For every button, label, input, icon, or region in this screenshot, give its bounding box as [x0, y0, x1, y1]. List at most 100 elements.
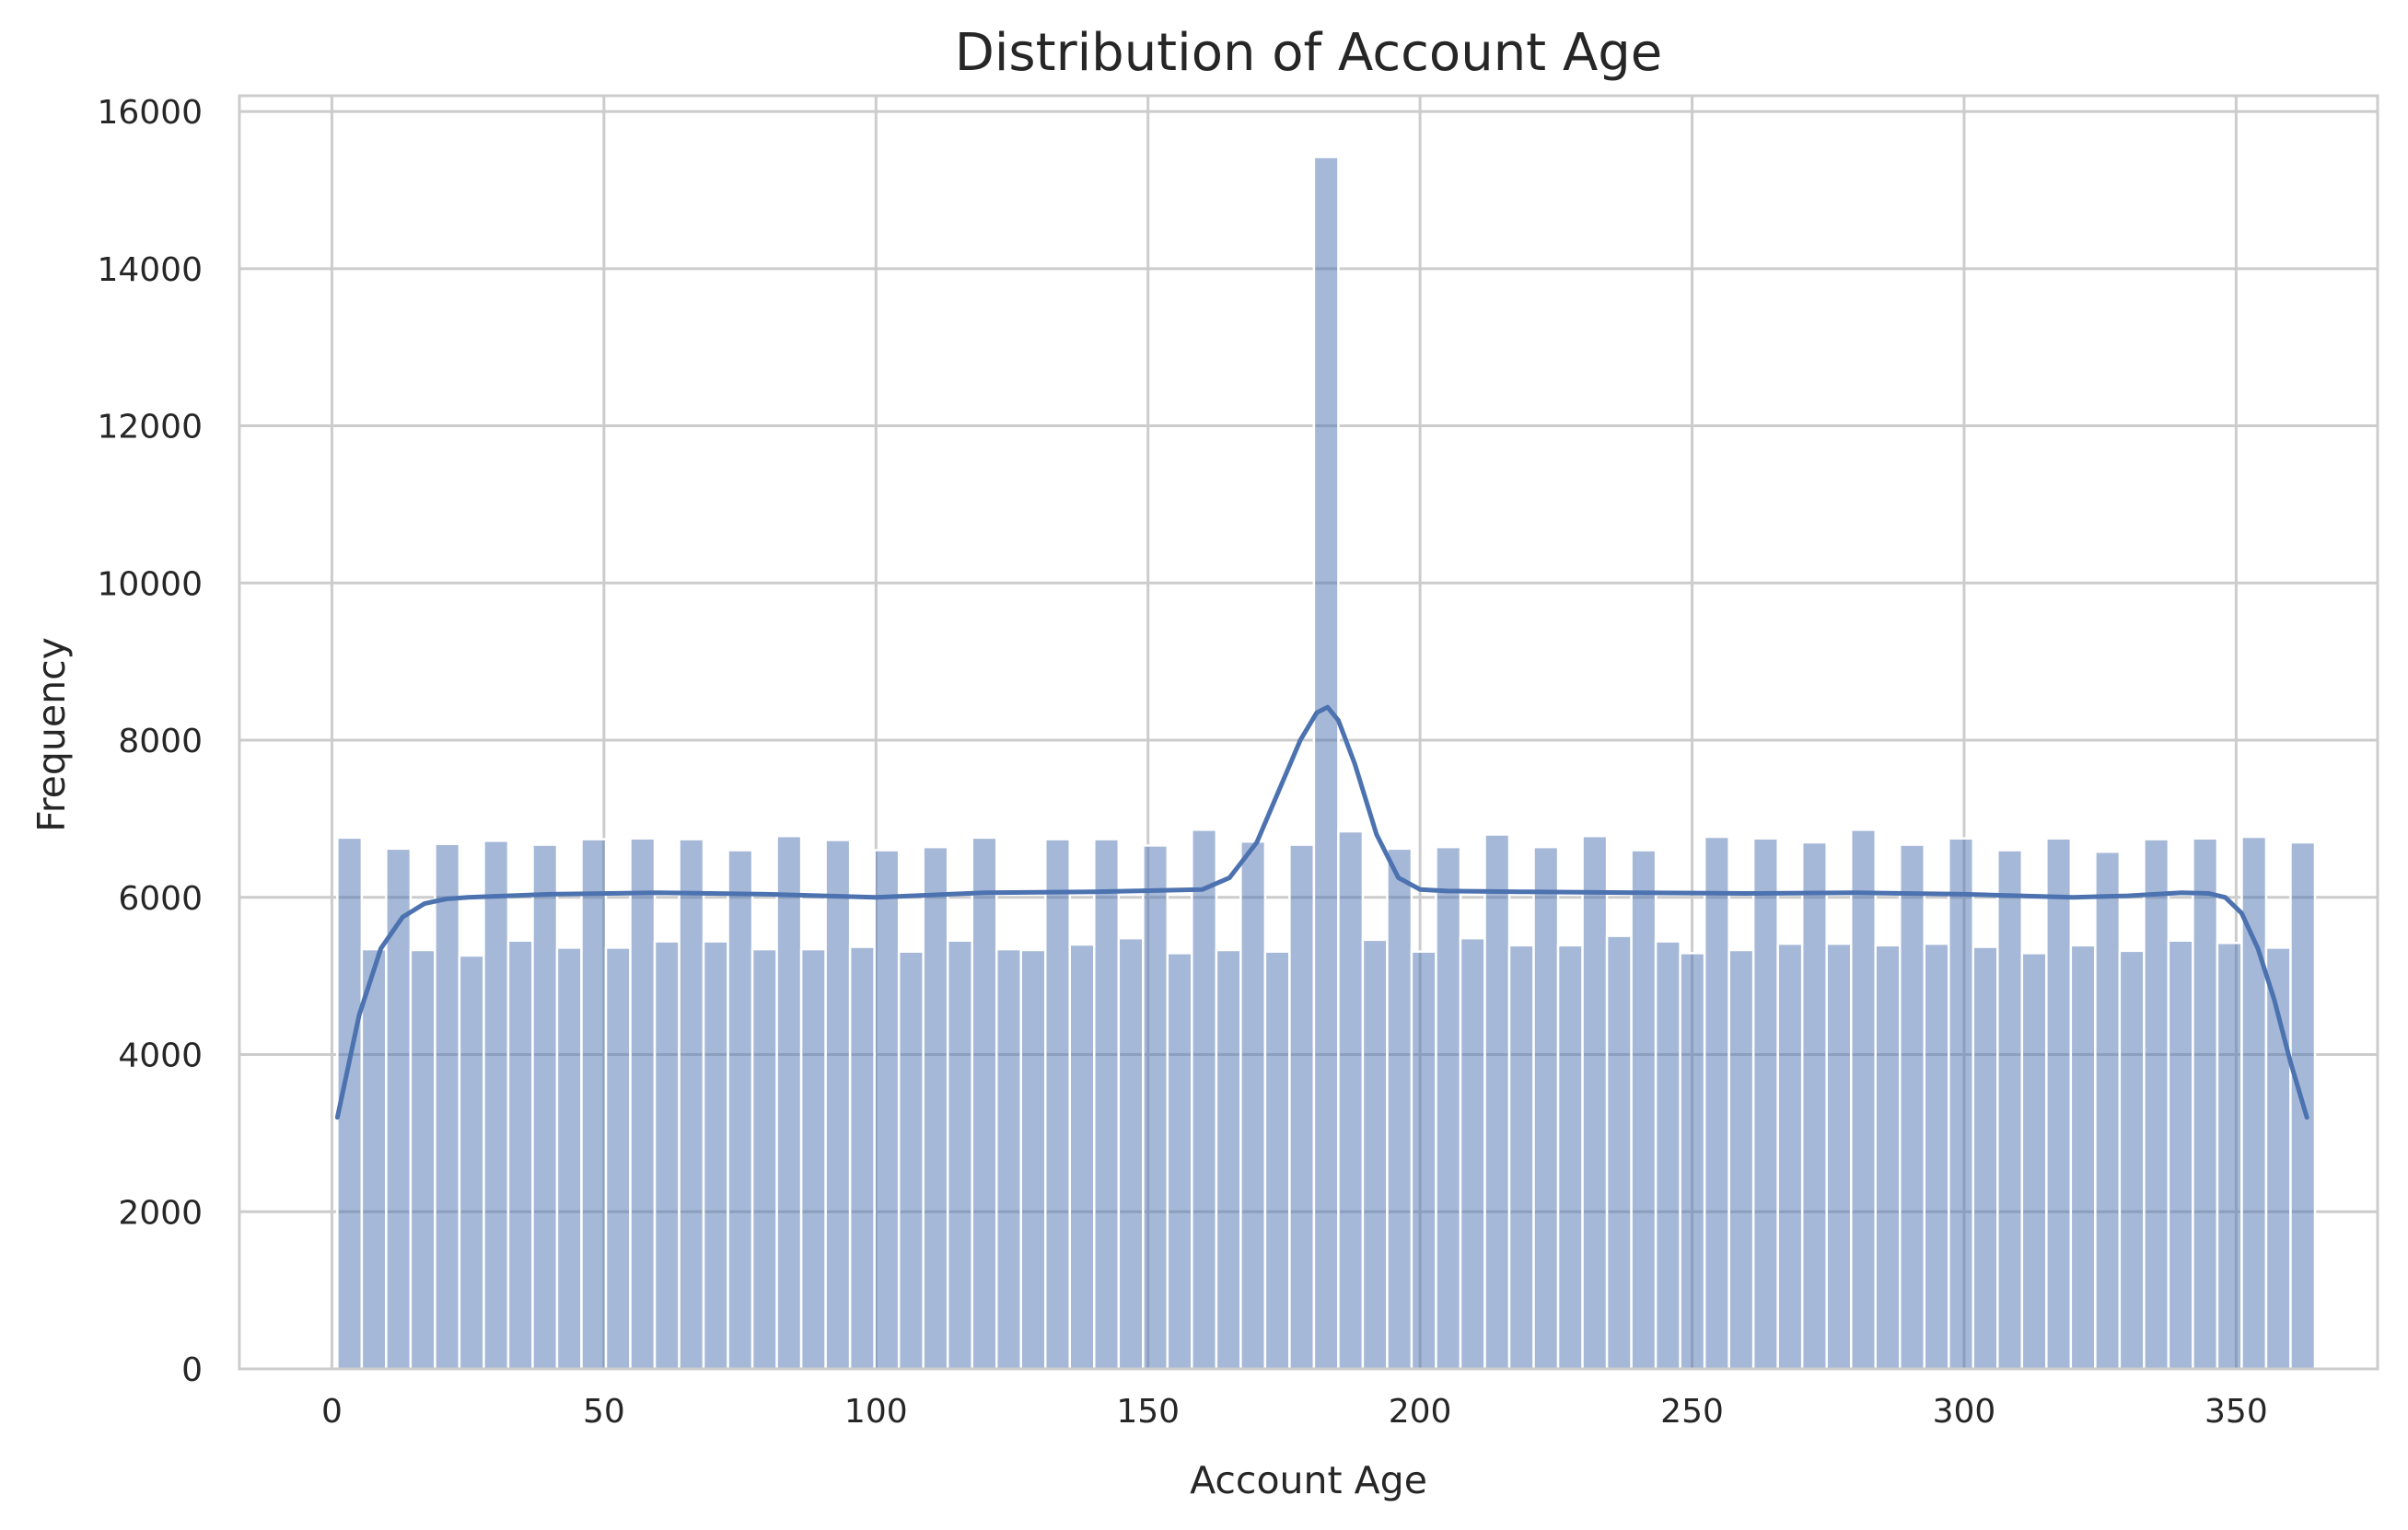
- histogram-bar: [2192, 837, 2219, 1371]
- histogram-bar: [1800, 840, 1828, 1371]
- histogram-bar: [2167, 939, 2194, 1371]
- y-axis-label: Frequency: [29, 637, 74, 832]
- histogram-bar: [1996, 849, 2024, 1371]
- histogram-bar: [555, 946, 583, 1371]
- histogram-bar: [2020, 952, 2048, 1371]
- histogram-bar: [1972, 945, 1999, 1371]
- histogram-bar: [775, 834, 803, 1371]
- histogram-bar: [1361, 938, 1389, 1371]
- histogram-bar: [409, 948, 436, 1371]
- x-tick-labels: 0 50 100 150 200 250 300 350: [321, 1393, 2268, 1431]
- histogram-bar: [580, 838, 608, 1371]
- histogram-bar: [629, 837, 657, 1371]
- histogram-bar: [1435, 845, 1462, 1371]
- histogram-bar: [1507, 944, 1535, 1371]
- histogram-bar: [1679, 952, 1706, 1371]
- histogram-bar: [702, 940, 729, 1371]
- histogram-bar: [1483, 833, 1511, 1371]
- chart-title: Distribution of Account Age: [955, 23, 1663, 83]
- histogram-bar: [506, 939, 534, 1371]
- x-tick-label: 350: [2204, 1393, 2268, 1431]
- histogram-bar: [1825, 942, 1853, 1371]
- x-tick-label: 300: [1933, 1393, 1996, 1431]
- y-tick-label: 4000: [118, 1037, 203, 1075]
- histogram-bar: [1142, 844, 1169, 1371]
- histogram-bar: [897, 950, 925, 1371]
- histogram-bar: [1191, 829, 1218, 1371]
- histogram-bar: [1044, 838, 1072, 1371]
- histogram-bar: [824, 839, 852, 1371]
- histogram-bar: [1923, 942, 1950, 1371]
- histogram-bar: [483, 840, 510, 1371]
- histogram-bar: [1556, 944, 1584, 1371]
- histogram-bar: [1215, 948, 1242, 1371]
- histogram-bar: [2118, 949, 2146, 1371]
- histogram-bar: [1776, 942, 1804, 1371]
- y-tick-label: 16000: [97, 94, 203, 132]
- histogram-bar: [1605, 934, 1633, 1371]
- histogram-bar: [873, 849, 901, 1371]
- histogram-bar: [1410, 950, 1437, 1371]
- histogram-bar: [458, 954, 485, 1371]
- histogram-bar: [1459, 936, 1486, 1371]
- histogram-bar: [531, 843, 559, 1371]
- histogram-bar: [678, 838, 705, 1371]
- histogram-bar: [2143, 838, 2170, 1371]
- histogram-bar: [360, 947, 388, 1371]
- histogram-bar: [946, 939, 973, 1371]
- histogram-bar: [971, 836, 998, 1371]
- histogram-bar: [1312, 156, 1340, 1371]
- histogram-bar: [604, 946, 632, 1371]
- histogram-bar: [1654, 940, 1681, 1371]
- x-tick-label: 0: [321, 1393, 343, 1431]
- histogram-bar: [1068, 943, 1096, 1371]
- histogram-bar: [750, 947, 778, 1371]
- histogram-bar: [1630, 849, 1658, 1371]
- histogram-bar: [434, 842, 461, 1371]
- histogram-bar: [1263, 950, 1291, 1371]
- x-tick-label: 200: [1389, 1393, 1452, 1431]
- histogram-bar: [1581, 834, 1609, 1371]
- y-tick-label: 0: [181, 1351, 203, 1389]
- x-tick-label: 150: [1116, 1393, 1180, 1431]
- y-tick-label: 12000: [97, 409, 203, 446]
- histogram-bar: [1288, 843, 1316, 1371]
- histogram-bar: [727, 849, 754, 1371]
- histogram-bar: [1727, 948, 1755, 1371]
- histogram-bar: [2069, 944, 2097, 1371]
- histogram-bar: [1703, 835, 1730, 1371]
- x-axis-label: Account Age: [1190, 1458, 1427, 1502]
- histogram-bar: [2216, 942, 2243, 1371]
- histogram-bar: [995, 947, 1022, 1371]
- plot-frame: [238, 94, 2379, 1371]
- histogram-bar: [1117, 936, 1145, 1371]
- histogram-bar: [1874, 944, 1902, 1371]
- y-tick-label: 6000: [118, 880, 203, 918]
- histogram-bar: [653, 940, 681, 1371]
- histogram-bar: [1166, 952, 1193, 1371]
- histogram-bar: [1532, 845, 1560, 1371]
- histogram-bar: [1019, 948, 1047, 1371]
- histogram-bar: [1386, 847, 1413, 1371]
- histogram-bar: [1093, 838, 1121, 1371]
- y-tick-labels: 0 2000 4000 6000 8000 10000 12000 14000 16000: [97, 94, 203, 1389]
- histogram-bar: [1948, 837, 1975, 1371]
- kde-curve-group: [334, 704, 2309, 1120]
- histogram-bar: [799, 947, 827, 1371]
- y-tick-label: 14000: [97, 251, 203, 289]
- histogram-bar: [2045, 837, 2073, 1371]
- histogram-bar: [1337, 829, 1365, 1371]
- y-tick-label: 2000: [118, 1194, 203, 1232]
- histogram-bar: [922, 845, 949, 1371]
- histogram-bar: [848, 945, 876, 1371]
- histogram-bar: [1849, 829, 1877, 1371]
- kde-curve: [334, 704, 2309, 1120]
- histogram-bar: [1751, 837, 1779, 1371]
- histogram-bar: [1898, 843, 1926, 1371]
- x-tick-label: 250: [1660, 1393, 1724, 1431]
- x-tick-label: 100: [844, 1393, 908, 1431]
- histogram-bar: [1239, 840, 1267, 1371]
- y-tick-label: 8000: [118, 723, 203, 760]
- x-tick-label: 50: [583, 1393, 625, 1431]
